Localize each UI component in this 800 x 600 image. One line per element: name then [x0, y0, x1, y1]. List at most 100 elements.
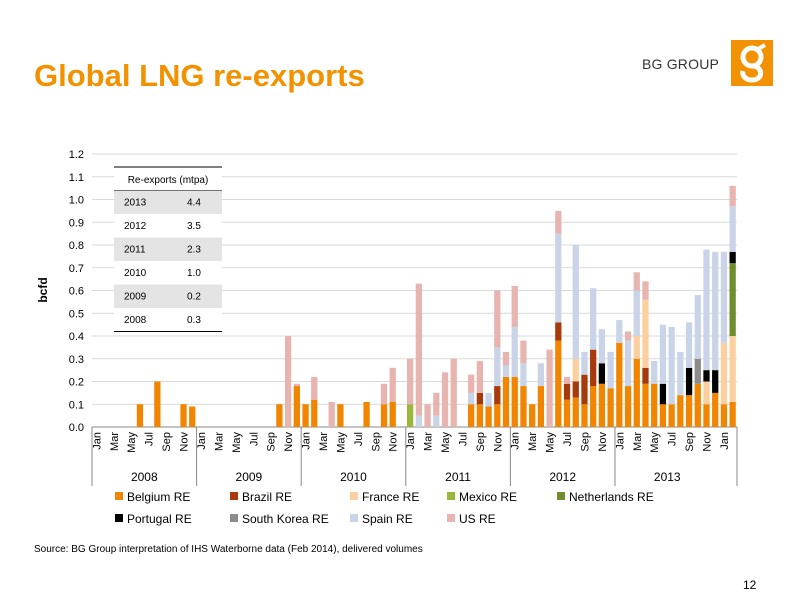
table-row-bg: [114, 237, 222, 261]
bar-segment: [703, 381, 710, 405]
bar-segment: [729, 185, 736, 207]
table-value: 2.3: [187, 245, 201, 256]
x-tick-label: Jul: [144, 432, 156, 446]
y-axis-label: bcfd: [36, 277, 50, 302]
x-tick-label: Jul: [353, 432, 365, 446]
bar-segment: [572, 381, 579, 398]
bar-segment: [694, 295, 701, 359]
y-tick-label: 0.5: [69, 308, 84, 320]
table-year: 2011: [124, 245, 146, 256]
bar-segment: [712, 370, 719, 393]
bar-segment: [581, 374, 588, 405]
bar-segment: [302, 404, 309, 427]
bar-segment: [546, 349, 553, 427]
bar-segment: [633, 336, 640, 359]
table-year: 2010: [124, 268, 147, 279]
y-tick-label: 1.2: [69, 149, 84, 161]
bar-segment: [590, 288, 597, 350]
legend-label: US RE: [459, 512, 496, 526]
bar-segment: [441, 372, 449, 427]
year-label: 2012: [549, 470, 576, 484]
bar-segment: [572, 397, 579, 427]
bar-segment: [311, 376, 318, 400]
bar-segment: [415, 283, 422, 416]
y-tick-label: 0.9: [69, 217, 84, 229]
legend-swatch: [350, 492, 358, 500]
bar-segment: [642, 367, 649, 384]
bar-segment: [555, 210, 562, 234]
x-tick-label: Nov: [492, 432, 504, 452]
bar-segment: [520, 340, 527, 364]
x-tick-label: Sep: [161, 432, 173, 452]
legend-label: Brazil RE: [242, 490, 292, 504]
bar-segment: [424, 404, 431, 427]
x-tick-label: Nov: [388, 432, 400, 452]
legend-swatch: [230, 514, 238, 522]
bar-segment: [694, 358, 701, 384]
bar-segment: [502, 365, 510, 377]
bar-segment: [407, 358, 414, 405]
x-tick-label: Sep: [370, 432, 382, 452]
bar-segment: [685, 322, 693, 368]
bar-segment: [407, 404, 414, 427]
bar-segment: [180, 404, 187, 427]
bar-segment: [590, 349, 597, 387]
table-row-bg: [114, 284, 222, 308]
x-tick-label: Sep: [579, 432, 591, 452]
y-tick-label: 0.1: [69, 399, 84, 411]
y-tick-label: 0.6: [69, 286, 84, 298]
bar-segment: [485, 406, 492, 427]
bar-segment: [624, 340, 632, 387]
table-row-bg: [114, 190, 222, 214]
stacked-bar-chart: 0.0 0.1 0.2 0.3 0.4 0.5 0.6 0.7 0.8 0.9 1.0 1.1 1.2 b…: [36, 149, 738, 526]
table-value: 0.2: [187, 292, 201, 303]
year-label: 2010: [340, 470, 367, 484]
x-tick-label: Mar: [213, 432, 225, 451]
year-label: 2013: [654, 470, 681, 484]
bar-segment: [694, 383, 701, 427]
x-tick-label: May: [649, 432, 661, 453]
y-tick-label: 0.8: [69, 240, 84, 252]
bar-segment: [659, 404, 667, 427]
bar-segment: [276, 404, 283, 427]
x-tick-label: May: [126, 432, 138, 453]
x-tick-label: Jul: [667, 432, 679, 446]
x-tick-label: Jan: [405, 432, 417, 450]
bar-segment: [502, 376, 510, 427]
reexports-table: Re-exports (mtpa) 2013 4.4 2012 3.5 2011 2.3 20…: [114, 166, 222, 332]
legend-label: Belgium RE: [127, 490, 190, 504]
bar-segment: [311, 399, 318, 427]
x-tick-label: Jan: [301, 432, 313, 450]
bar-segment: [677, 351, 684, 396]
bar-segment: [651, 361, 658, 384]
bar-segment: [415, 415, 422, 427]
table-value: 1.0: [187, 268, 201, 279]
chart-axes: 0.0 0.1 0.2 0.3 0.4 0.5 0.6 0.7 0.8 0.9 1.0 1.1 1.2 b…: [36, 149, 738, 486]
y-tick-label: 0.2: [69, 377, 84, 389]
bar-segment: [284, 336, 292, 427]
bar-segment: [685, 395, 693, 427]
bar-segment: [450, 358, 457, 427]
bar-segment: [511, 326, 518, 377]
bar-segment: [511, 376, 518, 427]
bar-segment: [389, 401, 396, 427]
bar-segment: [555, 340, 562, 427]
bar-segment: [468, 404, 475, 427]
table-value: 3.5: [187, 221, 201, 232]
x-tick-label: Jan: [196, 432, 208, 450]
bar-segment: [529, 404, 536, 427]
bar-segment: [293, 386, 300, 427]
bar-segment: [729, 251, 736, 264]
table-value: 0.3: [187, 315, 201, 326]
bar-segment: [494, 347, 501, 387]
bar-segment: [537, 386, 545, 427]
legend-label: Mexico RE: [459, 490, 517, 504]
bar-segment: [712, 251, 719, 371]
bar-segment: [555, 233, 562, 323]
bar-segment: [189, 406, 196, 427]
bar-segment: [590, 386, 597, 427]
bar-segment: [136, 404, 144, 427]
bar-segment: [598, 329, 606, 364]
x-tick-label: May: [545, 432, 557, 453]
page-title: Global LNG re-exports: [34, 58, 365, 93]
